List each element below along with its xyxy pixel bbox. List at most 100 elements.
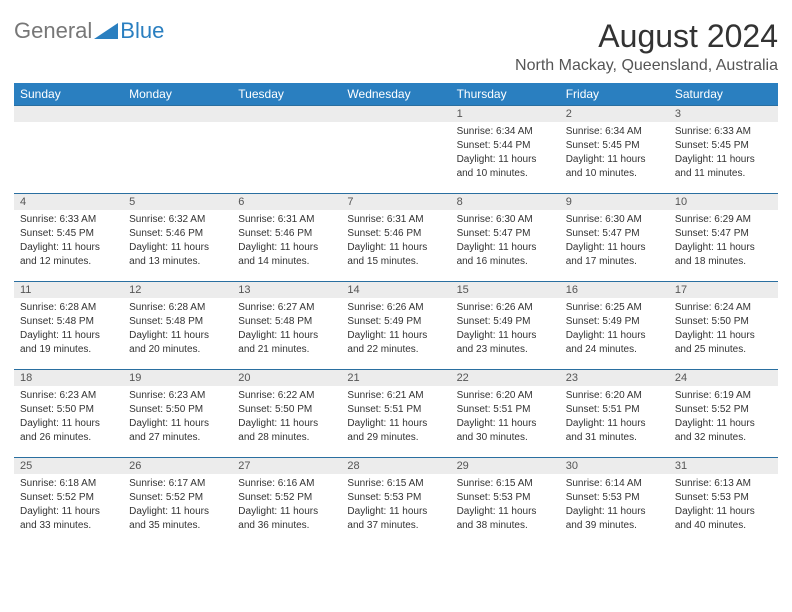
calendar-cell (14, 106, 123, 194)
day-dl1: Daylight: 11 hours (675, 153, 772, 166)
day-content: Sunrise: 6:31 AMSunset: 5:46 PMDaylight:… (232, 210, 341, 272)
logo-text-blue: Blue (120, 18, 164, 44)
day-number: 23 (560, 370, 669, 386)
day-sunrise: Sunrise: 6:29 AM (675, 213, 772, 226)
day-content: Sunrise: 6:20 AMSunset: 5:51 PMDaylight:… (451, 386, 560, 448)
calendar-cell: 25Sunrise: 6:18 AMSunset: 5:52 PMDayligh… (14, 458, 123, 546)
day-dl1: Daylight: 11 hours (675, 505, 772, 518)
day-dl1: Daylight: 11 hours (347, 241, 444, 254)
day-number: 27 (232, 458, 341, 474)
day-number: 11 (14, 282, 123, 298)
day-dl2: and 36 minutes. (238, 519, 335, 532)
day-header: Friday (560, 83, 669, 106)
day-number: 24 (669, 370, 778, 386)
day-number: 3 (669, 106, 778, 122)
day-content: Sunrise: 6:26 AMSunset: 5:49 PMDaylight:… (451, 298, 560, 360)
day-dl2: and 10 minutes. (566, 167, 663, 180)
day-sunset: Sunset: 5:50 PM (129, 403, 226, 416)
day-content: Sunrise: 6:33 AMSunset: 5:45 PMDaylight:… (14, 210, 123, 272)
day-dl1: Daylight: 11 hours (566, 241, 663, 254)
day-sunset: Sunset: 5:49 PM (457, 315, 554, 328)
calendar-cell: 31Sunrise: 6:13 AMSunset: 5:53 PMDayligh… (669, 458, 778, 546)
day-sunrise: Sunrise: 6:27 AM (238, 301, 335, 314)
day-sunrise: Sunrise: 6:15 AM (347, 477, 444, 490)
day-dl2: and 13 minutes. (129, 255, 226, 268)
day-sunrise: Sunrise: 6:24 AM (675, 301, 772, 314)
day-content: Sunrise: 6:25 AMSunset: 5:49 PMDaylight:… (560, 298, 669, 360)
day-number: 15 (451, 282, 560, 298)
day-dl2: and 15 minutes. (347, 255, 444, 268)
day-sunset: Sunset: 5:48 PM (129, 315, 226, 328)
calendar-cell: 13Sunrise: 6:27 AMSunset: 5:48 PMDayligh… (232, 282, 341, 370)
day-number: 31 (669, 458, 778, 474)
day-header: Tuesday (232, 83, 341, 106)
day-content: Sunrise: 6:28 AMSunset: 5:48 PMDaylight:… (14, 298, 123, 360)
day-sunset: Sunset: 5:51 PM (457, 403, 554, 416)
day-header: Thursday (451, 83, 560, 106)
calendar-cell (341, 106, 450, 194)
day-sunset: Sunset: 5:50 PM (238, 403, 335, 416)
day-number: 16 (560, 282, 669, 298)
calendar-cell: 20Sunrise: 6:22 AMSunset: 5:50 PMDayligh… (232, 370, 341, 458)
day-dl2: and 10 minutes. (457, 167, 554, 180)
day-sunset: Sunset: 5:53 PM (566, 491, 663, 504)
day-dl1: Daylight: 11 hours (457, 329, 554, 342)
day-content: Sunrise: 6:26 AMSunset: 5:49 PMDaylight:… (341, 298, 450, 360)
day-sunrise: Sunrise: 6:13 AM (675, 477, 772, 490)
day-sunset: Sunset: 5:44 PM (457, 139, 554, 152)
day-dl2: and 32 minutes. (675, 431, 772, 444)
day-content: Sunrise: 6:13 AMSunset: 5:53 PMDaylight:… (669, 474, 778, 536)
day-sunset: Sunset: 5:53 PM (457, 491, 554, 504)
calendar-cell: 3Sunrise: 6:33 AMSunset: 5:45 PMDaylight… (669, 106, 778, 194)
calendar-cell: 4Sunrise: 6:33 AMSunset: 5:45 PMDaylight… (14, 194, 123, 282)
day-sunset: Sunset: 5:45 PM (20, 227, 117, 240)
day-content: Sunrise: 6:21 AMSunset: 5:51 PMDaylight:… (341, 386, 450, 448)
day-content: Sunrise: 6:16 AMSunset: 5:52 PMDaylight:… (232, 474, 341, 536)
day-sunrise: Sunrise: 6:21 AM (347, 389, 444, 402)
calendar-cell: 8Sunrise: 6:30 AMSunset: 5:47 PMDaylight… (451, 194, 560, 282)
day-header: Saturday (669, 83, 778, 106)
calendar-cell: 5Sunrise: 6:32 AMSunset: 5:46 PMDaylight… (123, 194, 232, 282)
day-dl1: Daylight: 11 hours (129, 417, 226, 430)
day-dl1: Daylight: 11 hours (566, 329, 663, 342)
day-number: 25 (14, 458, 123, 474)
day-number: 18 (14, 370, 123, 386)
day-dl2: and 27 minutes. (129, 431, 226, 444)
day-sunrise: Sunrise: 6:32 AM (129, 213, 226, 226)
day-dl2: and 20 minutes. (129, 343, 226, 356)
day-content: Sunrise: 6:15 AMSunset: 5:53 PMDaylight:… (451, 474, 560, 536)
day-dl2: and 12 minutes. (20, 255, 117, 268)
day-sunset: Sunset: 5:46 PM (347, 227, 444, 240)
day-sunrise: Sunrise: 6:18 AM (20, 477, 117, 490)
day-number: 21 (341, 370, 450, 386)
day-content: Sunrise: 6:30 AMSunset: 5:47 PMDaylight:… (560, 210, 669, 272)
calendar-cell: 19Sunrise: 6:23 AMSunset: 5:50 PMDayligh… (123, 370, 232, 458)
day-sunrise: Sunrise: 6:19 AM (675, 389, 772, 402)
day-sunrise: Sunrise: 6:25 AM (566, 301, 663, 314)
calendar-row: 11Sunrise: 6:28 AMSunset: 5:48 PMDayligh… (14, 282, 778, 370)
calendar-cell: 29Sunrise: 6:15 AMSunset: 5:53 PMDayligh… (451, 458, 560, 546)
day-sunset: Sunset: 5:51 PM (347, 403, 444, 416)
day-dl2: and 11 minutes. (675, 167, 772, 180)
day-sunrise: Sunrise: 6:20 AM (457, 389, 554, 402)
calendar-cell (232, 106, 341, 194)
day-content: Sunrise: 6:27 AMSunset: 5:48 PMDaylight:… (232, 298, 341, 360)
day-number: 6 (232, 194, 341, 210)
day-number: 14 (341, 282, 450, 298)
day-dl1: Daylight: 11 hours (457, 153, 554, 166)
day-sunrise: Sunrise: 6:28 AM (20, 301, 117, 314)
day-number: 19 (123, 370, 232, 386)
day-sunset: Sunset: 5:53 PM (347, 491, 444, 504)
day-number: 8 (451, 194, 560, 210)
day-sunset: Sunset: 5:45 PM (566, 139, 663, 152)
day-dl2: and 31 minutes. (566, 431, 663, 444)
day-dl1: Daylight: 11 hours (457, 241, 554, 254)
calendar-cell: 26Sunrise: 6:17 AMSunset: 5:52 PMDayligh… (123, 458, 232, 546)
day-number: 7 (341, 194, 450, 210)
day-number: 20 (232, 370, 341, 386)
day-content: Sunrise: 6:31 AMSunset: 5:46 PMDaylight:… (341, 210, 450, 272)
day-sunrise: Sunrise: 6:31 AM (238, 213, 335, 226)
day-header: Sunday (14, 83, 123, 106)
header: General Blue August 2024 North Mackay, Q… (14, 18, 778, 75)
day-sunset: Sunset: 5:50 PM (675, 315, 772, 328)
